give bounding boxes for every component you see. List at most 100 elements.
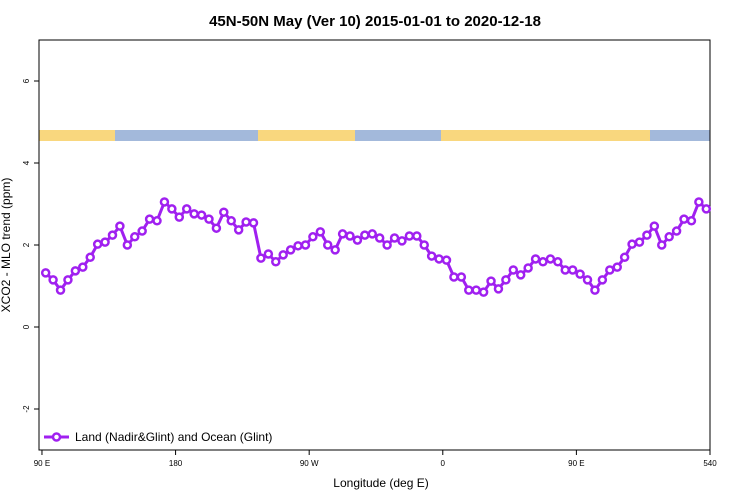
point [345,231,355,241]
point [679,214,689,224]
point [389,233,400,243]
point [70,266,81,276]
point [478,287,489,297]
point [55,285,66,295]
point [78,262,88,272]
point [352,235,363,245]
point [582,275,593,285]
point [115,221,125,231]
map-strip [39,130,710,141]
point [233,225,244,235]
point [605,265,615,275]
point [553,257,563,267]
point [285,245,296,255]
point [130,232,140,242]
point [360,230,370,240]
point [122,240,133,250]
point [204,214,214,224]
x-tick-label: 0 [441,459,446,468]
y-tick-label: 4 [22,160,31,165]
point [315,227,326,237]
x-tick-label: 540 [703,459,717,468]
point [671,226,682,236]
point [508,265,519,275]
point [515,270,526,280]
series-line [44,199,708,294]
point [493,284,504,294]
point [196,210,207,220]
point [107,230,118,240]
point [92,239,103,249]
point [634,237,645,247]
point [159,197,170,207]
point [167,204,177,214]
point [575,269,585,279]
point [241,217,251,227]
point [85,252,95,263]
x-axis-label: Longitude (deg E) [333,476,428,490]
point [263,249,274,259]
point [63,275,73,285]
point [293,241,303,251]
point [419,240,429,250]
point [226,216,236,226]
point [471,285,481,295]
point [144,214,155,224]
point [701,204,712,214]
point [642,230,652,240]
point [545,254,556,264]
point [189,209,199,219]
point [271,257,281,267]
point [152,216,162,226]
point [694,197,704,207]
point [40,268,51,278]
y-tick-label: 0 [22,324,31,329]
point [649,221,660,231]
point [337,229,348,239]
point [181,204,192,214]
y-tick-label: -2 [22,405,31,413]
point [486,276,496,286]
point [441,255,452,265]
point [597,275,608,285]
point [657,240,667,250]
point [404,231,415,241]
point [612,262,622,272]
point [219,207,229,217]
point [567,265,578,275]
point [627,239,637,249]
point [619,252,630,263]
point [590,285,600,295]
point [426,251,437,261]
point [397,236,407,246]
chart-title: 45N-50N May (Ver 10) 2015-01-01 to 2020-… [209,13,541,30]
point [464,285,474,295]
x-tick-label: 180 [169,459,183,468]
point [308,232,318,242]
point [137,226,147,236]
point [174,212,185,222]
legend-marker [51,432,62,442]
y-tick-label: 6 [22,78,31,83]
point [100,237,110,247]
point [664,232,674,242]
point [300,240,311,250]
point [256,253,266,263]
point [48,275,58,285]
y-tick-label: 2 [22,242,31,247]
point [538,257,548,267]
x-tick-label: 90 E [568,459,584,468]
point [456,272,467,282]
point [686,216,697,226]
point [278,250,288,260]
point [382,240,392,250]
legend-label: Land (Nadir&Glint) and Ocean (Glint) [75,430,272,444]
point [412,231,422,241]
x-tick-label: 90 W [300,459,319,468]
point [367,229,378,239]
point [330,245,340,255]
point [211,223,222,233]
y-axis-label: XCO2 - MLO trend (ppm) [0,178,13,313]
point [449,272,459,282]
